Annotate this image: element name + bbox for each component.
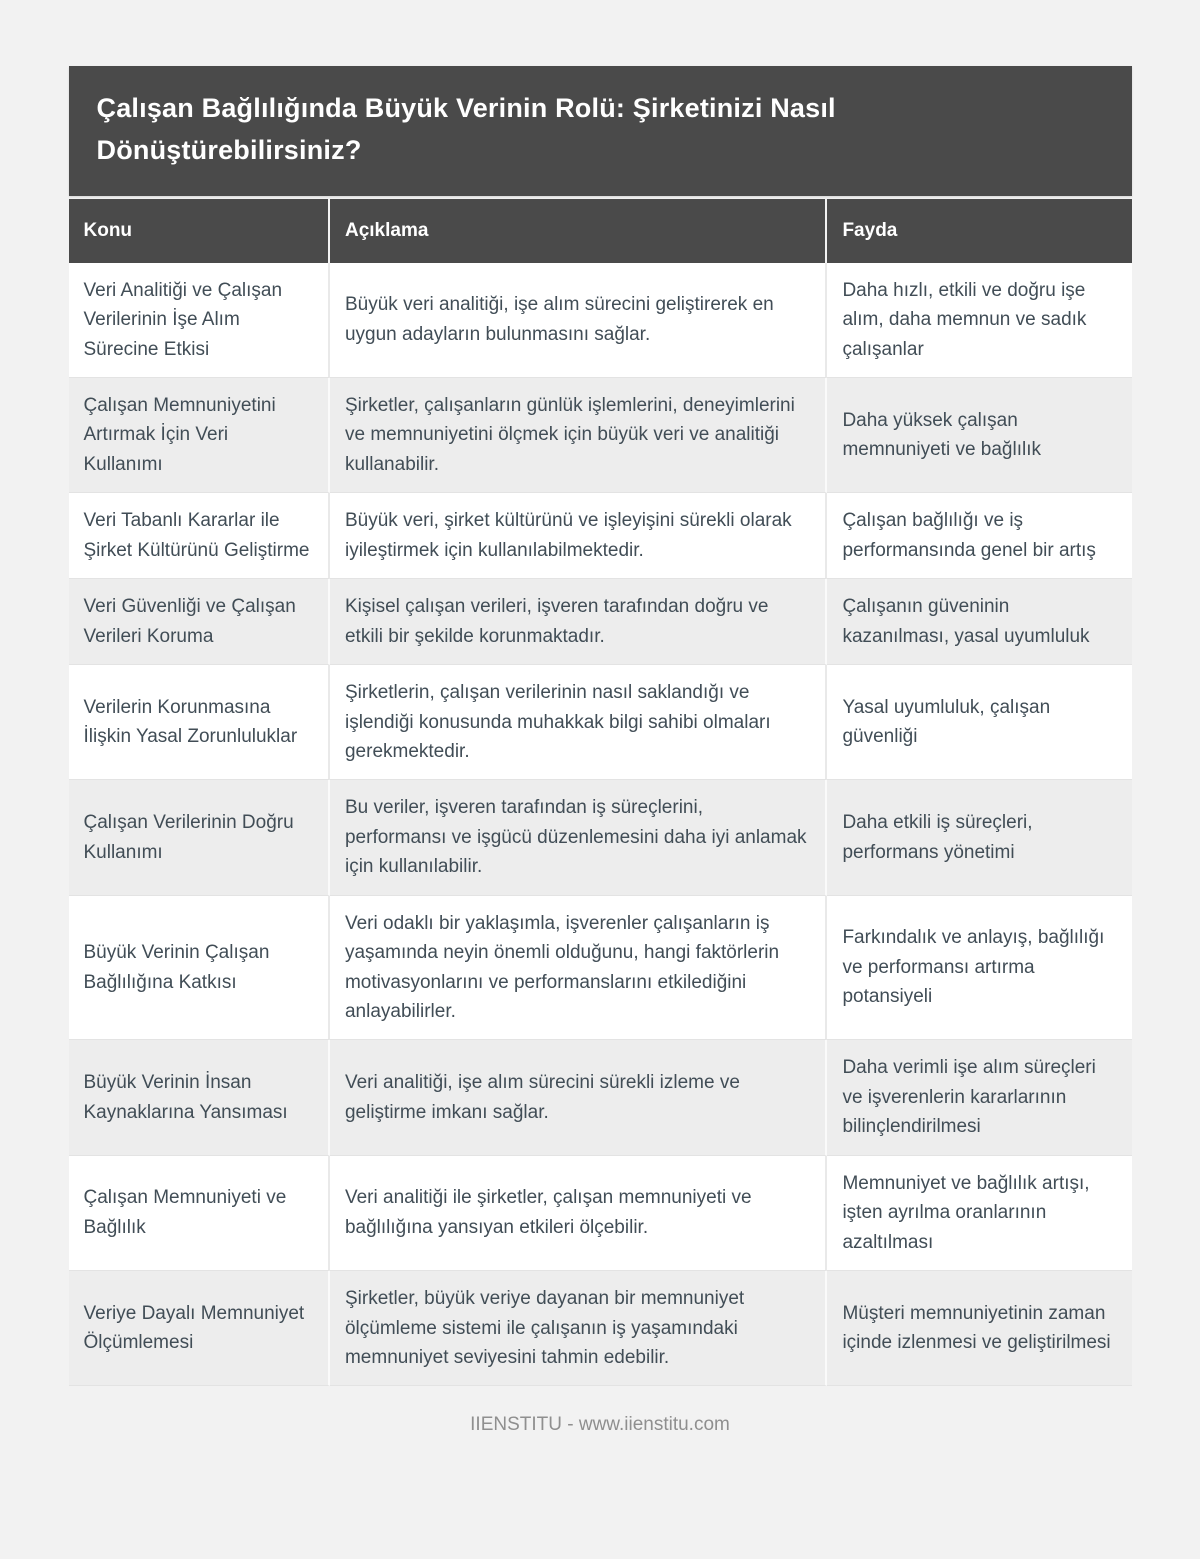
cell-fayda: Daha etkili iş süreçleri, performans yön… (827, 780, 1132, 896)
table-row: Veri Analitiği ve Çalışan Verilerinin İş… (68, 262, 1132, 378)
cell-konu: Çalışan Memnuniyeti ve Bağlılık (68, 1155, 330, 1272)
cell-konu: Büyük Verinin İnsan Kaynaklarına Yansıma… (68, 1040, 330, 1156)
column-header-konu: Konu (68, 198, 330, 263)
cell-konu: Çalışan Verilerinin Doğru Kullanımı (68, 780, 330, 896)
cell-konu: Veri Güvenliği ve Çalışan Verileri Korum… (68, 579, 330, 666)
cell-konu: Veri Analitiği ve Çalışan Verilerinin İş… (68, 262, 330, 378)
cell-fayda: Farkındalık ve anlayış, bağlılığı ve per… (827, 895, 1132, 1041)
cell-aciklama: Kişisel çalışan verileri, işveren tarafı… (329, 579, 828, 666)
table-row: Büyük Verinin Çalışan Bağlılığına Katkıs… (68, 895, 1132, 1041)
cell-fayda: Çalışan bağlılığı ve iş performansında g… (827, 493, 1132, 580)
table-row: Çalışan Memnuniyeti ve Bağlılık Veri anal… (68, 1155, 1132, 1272)
cell-aciklama: Büyük veri analitiği, işe alım sürecini … (329, 262, 828, 378)
cell-aciklama: Veri odaklı bir yaklaşımla, işverenler ç… (329, 895, 828, 1041)
cell-aciklama: Veri analitiği ile şirketler, çalışan me… (329, 1155, 828, 1272)
cell-konu: Veriye Dayalı Memnuniyet Ölçümlemesi (68, 1271, 330, 1387)
table-row: Verilerin Korunmasına İlişkin Yasal Zoru… (68, 665, 1132, 781)
cell-konu: Verilerin Korunmasına İlişkin Yasal Zoru… (68, 665, 330, 781)
table-row: Veri Tabanlı Kararlar ile Şirket Kültürü… (68, 493, 1132, 580)
page-title: Çalışan Bağlılığında Büyük Verinin Rolü:… (96, 93, 836, 165)
cell-fayda: Daha verimli işe alım süreçleri ve işver… (827, 1040, 1132, 1156)
content-table: Konu Açıklama Fayda Veri Analitiği ve Ça… (68, 198, 1132, 1387)
cell-konu: Çalışan Memnuniyetini Artırmak İçin Veri… (68, 378, 330, 494)
cell-fayda: Daha hızlı, etkili ve doğru işe alım, da… (827, 262, 1132, 378)
cell-aciklama: Şirketlerin, çalışan verilerinin nasıl s… (329, 665, 828, 781)
cell-aciklama: Veri analitiği, işe alım sürecini sürekl… (329, 1040, 828, 1156)
cell-konu: Büyük Verinin Çalışan Bağlılığına Katkıs… (68, 895, 330, 1041)
cell-fayda: Daha yüksek çalışan memnuniyeti ve bağlı… (827, 378, 1132, 494)
footer: IIENSTITU - www.iienstitu.com (69, 1414, 1132, 1496)
table-row: Veri Güvenliği ve Çalışan Verileri Korum… (68, 579, 1132, 666)
cell-aciklama: Şirketler, çalışanların günlük işlemleri… (329, 378, 828, 494)
cell-fayda: Memnuniyet ve bağlılık artışı, işten ayr… (827, 1155, 1132, 1272)
document-container: Çalışan Bağlılığında Büyük Verinin Rolü:… (68, 0, 1132, 1496)
cell-aciklama: Şirketler, büyük veriye dayanan bir memn… (329, 1271, 828, 1387)
table-header-row: Konu Açıklama Fayda (68, 198, 1132, 263)
table-row: Büyük Verinin İnsan Kaynaklarına Yansıma… (68, 1040, 1132, 1156)
cell-fayda: Müşteri memnuniyetinin zaman içinde izle… (827, 1271, 1132, 1387)
cell-fayda: Yasal uyumluluk, çalışan güvenliği (827, 665, 1132, 781)
table-row: Çalışan Memnuniyetini Artırmak İçin Veri… (68, 378, 1132, 494)
footer-text: IIENSTITU - www.iienstitu.com (470, 1414, 730, 1436)
cell-aciklama: Büyük veri, şirket kültürünü ve işleyişi… (329, 493, 828, 580)
table-body: Veri Analitiği ve Çalışan Verilerinin İş… (68, 262, 1132, 1387)
cell-aciklama: Bu veriler, işveren tarafından iş süreçl… (329, 780, 828, 896)
column-header-aciklama: Açıklama (329, 198, 828, 263)
table-row: Veriye Dayalı Memnuniyet Ölçümlemesi Şirk… (68, 1271, 1132, 1387)
cell-fayda: Çalışanın güveninin kazanılması, yasal u… (827, 579, 1132, 666)
title-block: Çalışan Bağlılığında Büyük Verinin Rolü:… (68, 66, 1132, 196)
table-row: Çalışan Verilerinin Doğru Kullanımı Bu ve… (68, 780, 1132, 896)
cell-konu: Veri Tabanlı Kararlar ile Şirket Kültürü… (68, 493, 330, 580)
column-header-fayda: Fayda (827, 198, 1132, 263)
